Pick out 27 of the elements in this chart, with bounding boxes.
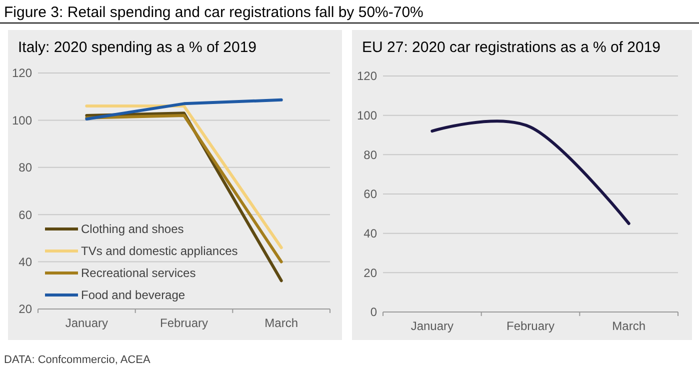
legend-label: TVs and domestic appliances xyxy=(81,244,238,258)
chart-title: EU 27: 2020 car registrations as a % of 2019 xyxy=(362,39,661,56)
y-tick-label: 40 xyxy=(364,226,378,241)
y-tick-label: 60 xyxy=(18,208,32,222)
y-tick-label: 20 xyxy=(18,302,32,316)
y-tick-label: 100 xyxy=(12,113,32,128)
legend-label: Clothing and shoes xyxy=(81,222,184,236)
x-tick-label: March xyxy=(264,316,298,330)
text: DATA: Confcommercio, ACEA xyxy=(4,354,151,366)
y-tick-label: 80 xyxy=(18,160,32,175)
y-tick-label: 120 xyxy=(12,66,32,80)
y-tick-label: 80 xyxy=(364,148,378,162)
x-tick-label: February xyxy=(160,316,208,330)
x-tick-label: February xyxy=(506,319,555,333)
y-tick-label: 20 xyxy=(364,266,378,280)
x-tick-label: January xyxy=(65,316,108,330)
legend-label: Recreational services xyxy=(81,266,196,280)
chart-subtitle: Italy: 2020 spending as a % of 2019 xyxy=(18,39,257,56)
y-tick-label: 100 xyxy=(356,108,378,123)
y-tick-label: 40 xyxy=(18,255,32,269)
y-tick-label: 0 xyxy=(370,305,378,320)
x-tick-label: January xyxy=(410,319,454,333)
legend-label: Food and beverage xyxy=(81,288,186,302)
chart-title: Figure 3: Retail spending and car registrations fall by 50%-70% xyxy=(4,4,424,21)
y-tick-label: 60 xyxy=(364,187,378,202)
y-tick-label: 120 xyxy=(356,69,378,84)
x-tick-label: March xyxy=(612,319,646,333)
